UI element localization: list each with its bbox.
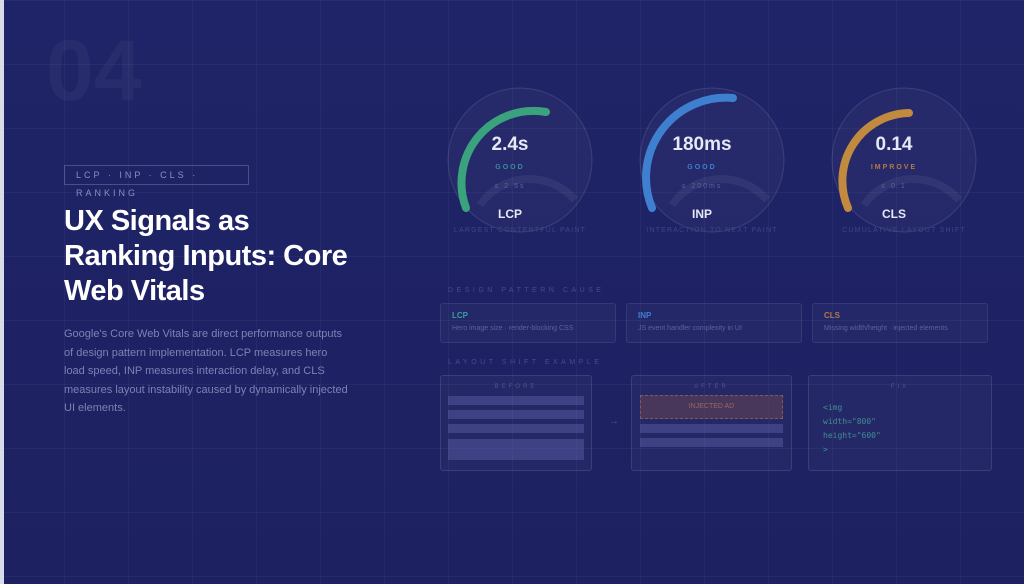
description: Google's Core Web Vitals are direct perf…	[64, 328, 348, 415]
gauge-cls: 0.14 IMPROVE ≤ 0.1 CLS CUMULATIVE LAYOUT…	[829, 85, 979, 245]
page-title: UX Signals as Ranking Inputs: Core Web V…	[64, 205, 348, 307]
cause-key: INP	[638, 311, 652, 320]
gauge-status: GOOD	[687, 164, 717, 171]
cause-card-inp: INP JS event handler complexity in UI	[626, 303, 802, 343]
gauge-ring	[831, 87, 977, 233]
fix-code: <img width="800" height="600" >	[823, 401, 881, 457]
gauge-full-name: CUMULATIVE LAYOUT SHIFT	[842, 227, 966, 234]
gauge-threshold: ≤ 2.5s	[494, 183, 526, 190]
gauge-status: IMPROVE	[870, 164, 918, 171]
cause-card-lcp: LCP Hero image size · render-blocking CSS	[440, 303, 616, 343]
code-line: height="600"	[823, 431, 881, 440]
injected-ad: INJECTED AD	[640, 395, 783, 419]
gauge-ring	[447, 87, 593, 233]
gauge-value: 0.14	[875, 134, 913, 155]
content-bar	[448, 396, 584, 405]
code-line: <img	[823, 403, 843, 412]
before-label: BEFORE	[494, 384, 538, 390]
gauge-abbr: CLS	[882, 207, 906, 221]
gauge-value: 180ms	[672, 134, 732, 155]
cause-text: JS event handler complexity in UI	[638, 325, 742, 332]
cause-key: CLS	[824, 311, 840, 320]
cause-key: LCP	[452, 311, 468, 320]
cause-text: Missing width/height · injected elements	[824, 325, 948, 332]
fix-panel: FIX <img width="800" height="600" >	[808, 375, 992, 471]
cause-heading: DESIGN PATTERN CAUSE	[448, 287, 605, 294]
content-bar	[448, 410, 584, 419]
cause-card-cls: CLS Missing width/height · injected eleme…	[812, 303, 988, 343]
content-bar	[448, 424, 584, 433]
gauge-status: GOOD	[495, 164, 525, 171]
content-bar	[640, 438, 783, 447]
cause-text: Hero image size · render-blocking CSS	[452, 325, 574, 332]
topic-tag: LCP · INP · CLS · RANKING	[64, 165, 249, 198]
gauge-lcp: 2.4s GOOD ≤ 2.5s LCP LARGEST CONTENTFUL …	[445, 85, 595, 245]
section-number: 04	[46, 22, 142, 121]
gauge-value: 2.4s	[491, 134, 529, 155]
content-block	[448, 439, 584, 460]
gauge-inp: 180ms GOOD ≤ 200ms INP INTERACTION TO NE…	[637, 85, 787, 245]
fix-label: FIX	[890, 384, 910, 390]
gauge-threshold: ≤ 200ms	[681, 183, 723, 190]
gauge-abbr: INP	[691, 207, 712, 221]
before-panel: BEFORE	[440, 375, 592, 471]
code-line: width="800"	[823, 417, 876, 426]
after-panel: AFTER INJECTED AD	[631, 375, 792, 471]
gauge-ring	[639, 87, 785, 233]
code-line: >	[823, 445, 828, 454]
after-label: AFTER	[694, 384, 729, 390]
content-bar	[640, 424, 783, 433]
gauge-full-name: LARGEST CONTENTFUL PAINT	[453, 227, 587, 234]
arrow-icon: →	[609, 416, 619, 427]
gauge-full-name: INTERACTION TO NEXT PAINT	[646, 227, 778, 234]
gauge-abbr: LCP	[498, 207, 522, 221]
example-heading: LAYOUT SHIFT EXAMPLE	[448, 359, 603, 366]
gauge-threshold: ≤ 0.1	[881, 183, 907, 190]
